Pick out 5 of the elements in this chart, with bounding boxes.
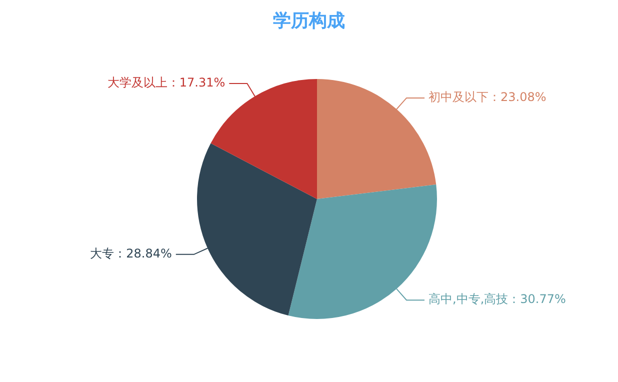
slice-label: 大学及以上：17.31% [107, 76, 226, 90]
slice-label: 初中及以下：23.08% [428, 90, 546, 104]
chart-title: 学历构成 [273, 10, 345, 32]
slice-label: 大专：28.84% [90, 246, 172, 261]
slice-label: 高中,中专,高技：30.77% [428, 292, 566, 306]
